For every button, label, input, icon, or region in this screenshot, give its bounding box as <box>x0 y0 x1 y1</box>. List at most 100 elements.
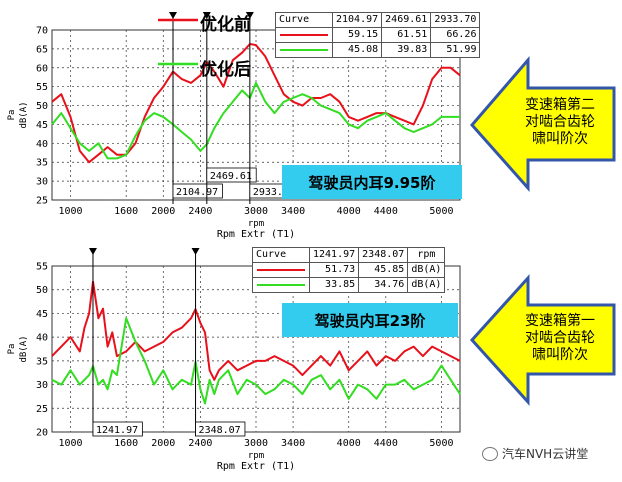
x-tick-label: 1600 <box>114 438 138 449</box>
legend-cell: 59.15 <box>331 27 383 43</box>
plot-frame <box>51 265 461 433</box>
y-tick-label: 35 <box>36 356 48 367</box>
arrow-bottom-line: 啸叫阶次 <box>532 347 588 363</box>
legend-table-top: Curve 2104.97 2469.61 2933.70 59.15 61.5… <box>275 12 481 58</box>
annotation-bottom: 驾驶员内耳23阶 <box>282 303 458 337</box>
cursor-label-box <box>172 183 223 199</box>
wechat-icon <box>482 446 498 461</box>
x-tick-label: 3000 <box>244 206 268 217</box>
y-tick-label: 30 <box>36 177 48 188</box>
y-tick-label: 65 <box>36 44 48 55</box>
y-axis-label: dB(A) <box>19 101 29 128</box>
y-tick-label: 60 <box>36 63 48 74</box>
watermark-text: 汽车NVH云讲堂 <box>502 447 589 461</box>
cursor-label: 2348.07 <box>199 425 241 436</box>
x-tick-label: 5000 <box>429 206 453 217</box>
y-tick-label: 40 <box>36 139 48 150</box>
cursor-label: 2104.97 <box>176 187 218 198</box>
legend-header-col3: 2933.70 <box>430 12 481 28</box>
x-tick-label: 3000 <box>244 438 268 449</box>
y-tick-label: 30 <box>36 380 48 391</box>
x-tick-label: 4000 <box>337 206 361 217</box>
annotation-top: 驾驶员内耳9.95阶 <box>282 165 462 199</box>
y-axis-top-label: Pa <box>7 110 17 121</box>
cursor-marker-icon[interactable] <box>202 12 211 19</box>
y-tick-label: 50 <box>36 101 48 112</box>
legend-table-bottom: Curve 1241.97 2348.07 rpm 51.73 45.85 dB… <box>252 247 446 293</box>
arrow-bottom-shape <box>469 274 616 406</box>
legend-swatch-green <box>252 277 310 293</box>
series-line-0 <box>51 43 461 164</box>
x-tick-label: 2400 <box>188 438 212 449</box>
x-tick-label: 4000 <box>337 438 361 449</box>
legend-header-curve: Curve <box>252 247 310 263</box>
y-tick-label: 25 <box>36 196 48 207</box>
series-line-1 <box>51 81 460 160</box>
cursor-marker-icon[interactable] <box>88 248 97 255</box>
legend-cell: 39.83 <box>381 42 432 58</box>
cursor-label: 2933. <box>253 187 283 198</box>
legend-cell: 45.85 <box>358 262 409 278</box>
y-tick-label: 40 <box>36 333 48 344</box>
x-tick-label: 1000 <box>58 438 82 449</box>
cursor-label-box <box>206 167 257 183</box>
x-tick-label: 3400 <box>281 206 305 217</box>
legend-cell: 45.08 <box>331 42 383 58</box>
arrow-bottom-label: 变速箱第一 对啮合齿轮 啸叫阶次 <box>508 313 612 364</box>
watermark: 汽车NVH云讲堂 <box>482 445 588 462</box>
y-tick-label: 50 <box>36 285 48 296</box>
y-tick-label: 45 <box>36 120 48 131</box>
arrow-top-shape <box>470 55 616 192</box>
arrow-bottom-line: 变速箱第一 <box>525 313 595 329</box>
legend-before-label: 优化前 <box>200 15 251 35</box>
legend-cell: 34.76 <box>358 277 409 293</box>
legend-header-col3: rpm <box>407 247 446 263</box>
legend-header-col2: 2469.61 <box>381 12 432 28</box>
legend-cell: 61.51 <box>381 27 432 43</box>
arrow-top-line: 对啮合齿轮 <box>525 114 595 130</box>
arrow-top-label: 变速箱第二 对啮合齿轮 啸叫阶次 <box>508 97 612 148</box>
x-tick-label: 5000 <box>429 438 453 449</box>
cursor-label-box <box>195 421 246 437</box>
cursor-marker-icon[interactable] <box>245 12 254 19</box>
y-tick-label: 55 <box>36 262 48 273</box>
legend-header-col1: 2104.97 <box>331 12 383 28</box>
series-line-0 <box>51 280 461 381</box>
legend-swatch-green <box>275 42 333 58</box>
cursor-marker-icon[interactable] <box>191 248 200 255</box>
cursor-label-box <box>92 421 143 437</box>
series-line-1 <box>51 317 461 405</box>
x-tick-label: 2400 <box>188 206 212 217</box>
legend-cell: 51.73 <box>308 262 360 278</box>
y-axis-label: dB(A) <box>19 335 29 362</box>
legend-cell: 51.99 <box>430 42 481 58</box>
arrow-top-line: 啸叫阶次 <box>532 131 588 147</box>
x-tick-label: 4400 <box>374 206 398 217</box>
y-axis-top-label: Pa <box>7 344 17 355</box>
cursor-label: 1241.97 <box>96 425 138 436</box>
arrow-top-line: 变速箱第二 <box>525 97 595 113</box>
legend-cell: 33.85 <box>308 277 360 293</box>
legend-header-col2: 2348.07 <box>358 247 409 263</box>
x-axis-label: rpm <box>248 219 264 229</box>
x-tick-label: 2000 <box>151 438 175 449</box>
cursor-label: 2469.61 <box>210 171 252 182</box>
legend-cell: dB(A) <box>407 277 446 293</box>
legend-swatch-red <box>275 27 333 43</box>
legend-header-col1: 1241.97 <box>308 247 360 263</box>
y-tick-label: 70 <box>36 26 48 37</box>
x-tick-label: 1000 <box>58 206 82 217</box>
arrow-top <box>470 55 616 192</box>
x-axis-sublabel: Rpm Extr (T1) <box>217 461 295 472</box>
legend-after-label: 优化后 <box>200 60 251 80</box>
y-tick-label: 20 <box>36 428 48 439</box>
legend-header-curve: Curve <box>275 12 333 28</box>
x-axis-sublabel: Rpm Extr (T1) <box>217 229 295 240</box>
x-tick-label: 3400 <box>281 438 305 449</box>
legend-swatch-red <box>252 262 310 278</box>
y-tick-label: 45 <box>36 309 48 320</box>
y-tick-label: 55 <box>36 82 48 93</box>
cursor-marker-icon[interactable] <box>169 12 178 19</box>
arrow-bottom <box>469 274 616 406</box>
